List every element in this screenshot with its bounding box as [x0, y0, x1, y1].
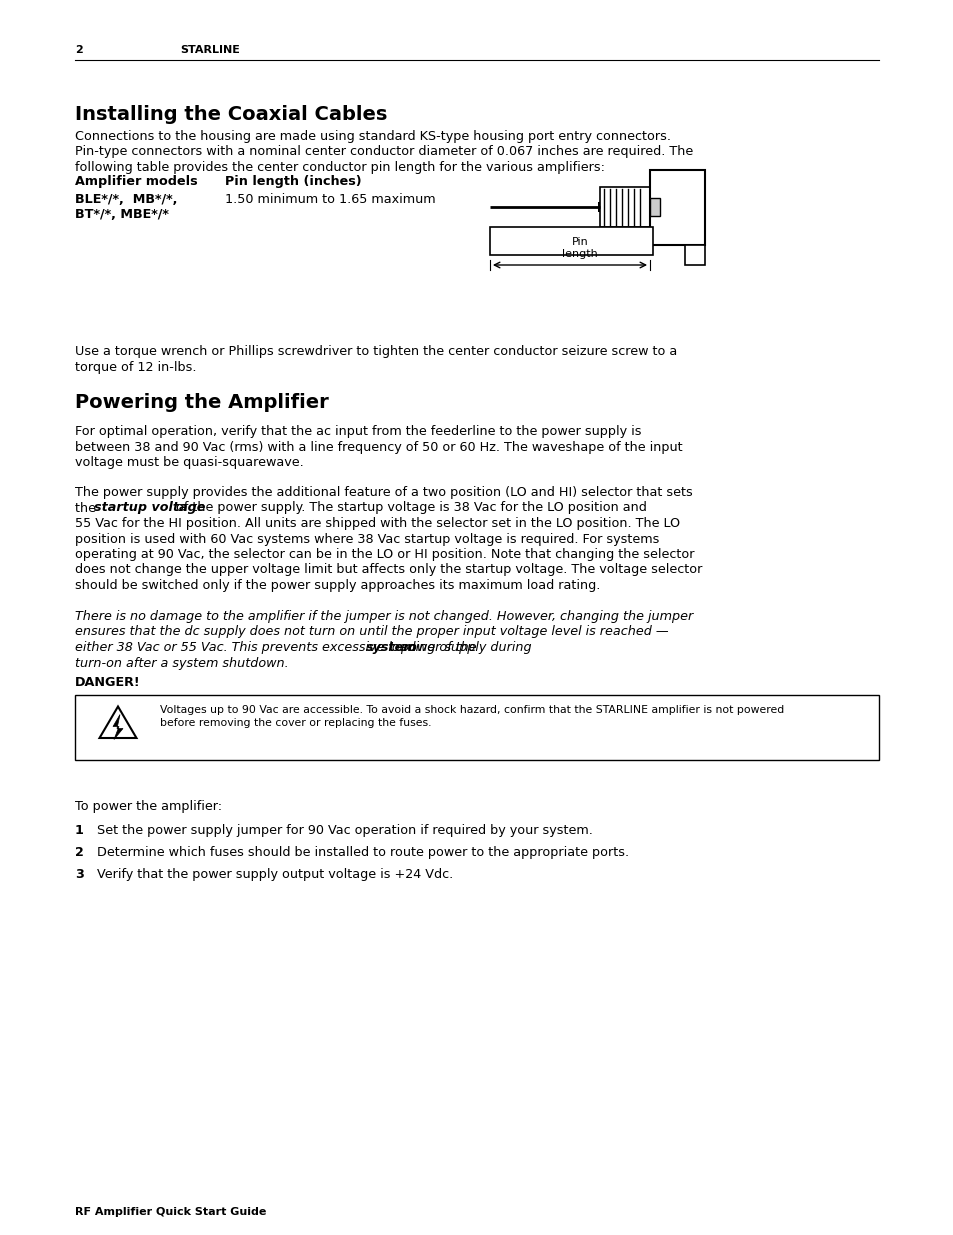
Text: before removing the cover or replacing the fuses.: before removing the cover or replacing t…	[160, 718, 431, 727]
Text: operating at 90 Vac, the selector can be in the LO or HI position. Note that cha: operating at 90 Vac, the selector can be…	[75, 548, 694, 561]
Text: of the power supply. The startup voltage is 38 Vac for the LO position and: of the power supply. The startup voltage…	[172, 501, 646, 515]
Text: does not change the upper voltage limit but affects only the startup voltage. Th: does not change the upper voltage limit …	[75, 563, 701, 577]
Text: STARLINE: STARLINE	[180, 44, 239, 56]
Text: 3: 3	[75, 868, 84, 881]
Bar	[599, 186, 649, 227]
Text: Pin
length: Pin length	[561, 237, 598, 259]
Text: should be switched only if the power supply approaches its maximum load rating.: should be switched only if the power sup…	[75, 579, 599, 592]
Text: 55 Vac for the HI position. All units are shipped with the selector set in the L: 55 Vac for the HI position. All units ar…	[75, 517, 679, 530]
Text: following table provides the center conductor pin length for the various amplifi: following table provides the center cond…	[75, 161, 604, 174]
Text: Installing the Coaxial Cables: Installing the Coaxial Cables	[75, 105, 387, 124]
Text: voltage must be quasi-squarewave.: voltage must be quasi-squarewave.	[75, 456, 303, 469]
Text: For optimal operation, verify that the ac input from the feederline to the power: For optimal operation, verify that the a…	[75, 425, 640, 438]
Bar	[598, 203, 601, 212]
Text: The power supply provides the additional feature of a two position (LO and HI) s: The power supply provides the additional…	[75, 487, 692, 499]
Text: torque of 12 in-lbs.: torque of 12 in-lbs.	[75, 361, 196, 373]
Bar	[649, 198, 659, 216]
Text: BLE*/*,  MB*/*,: BLE*/*, MB*/*,	[75, 193, 182, 206]
Text: Determine which fuses should be installed to route power to the appropriate port: Determine which fuses should be installe…	[97, 846, 628, 860]
Text: power supply during: power supply during	[396, 641, 531, 655]
Bar	[75, 695, 878, 760]
Text: Set the power supply jumper for 90 Vac operation if required by your system.: Set the power supply jumper for 90 Vac o…	[97, 824, 592, 837]
Text: Pin length (inches): Pin length (inches)	[225, 175, 361, 188]
Text: Verify that the power supply output voltage is +24 Vdc.: Verify that the power supply output volt…	[97, 868, 453, 881]
Bar	[649, 198, 659, 216]
Text: startup voltage: startup voltage	[94, 501, 206, 515]
Bar	[684, 245, 704, 264]
Text: the: the	[75, 501, 100, 515]
Text: 1: 1	[75, 824, 84, 837]
Text: BT*/*, MBE*/*: BT*/*, MBE*/*	[75, 209, 169, 221]
Text: DANGER!: DANGER!	[75, 676, 140, 689]
Text: Powering the Amplifier: Powering the Amplifier	[75, 393, 329, 412]
Bar	[649, 169, 704, 245]
Text: system: system	[366, 641, 417, 655]
Polygon shape	[112, 715, 123, 740]
Text: 2: 2	[75, 846, 84, 860]
Text: Pin-type connectors with a nominal center conductor diameter of 0.067 inches are: Pin-type connectors with a nominal cente…	[75, 146, 693, 158]
Text: 2: 2	[75, 44, 83, 56]
Text: turn-on after a system shutdown.: turn-on after a system shutdown.	[75, 657, 289, 669]
Text: 1.50 minimum to 1.65 maximum: 1.50 minimum to 1.65 maximum	[225, 193, 436, 206]
Text: Use a torque wrench or Phillips screwdriver to tighten the center conductor seiz: Use a torque wrench or Phillips screwdri…	[75, 345, 677, 358]
Text: To power the amplifier:: To power the amplifier:	[75, 800, 222, 813]
Text: between 38 and 90 Vac (rms) with a line frequency of 50 or 60 Hz. The waveshape : between 38 and 90 Vac (rms) with a line …	[75, 441, 682, 453]
Text: either 38 Vac or 55 Vac. This prevents excessive loading of the: either 38 Vac or 55 Vac. This prevents e…	[75, 641, 480, 655]
Text: There is no damage to the amplifier if the jumper is not changed. However, chang: There is no damage to the amplifier if t…	[75, 610, 693, 622]
Text: ensures that the dc supply does not turn on until the proper input voltage level: ensures that the dc supply does not turn…	[75, 625, 668, 638]
Text: Voltages up to 90 Vac are accessible. To avoid a shock hazard, confirm that the : Voltages up to 90 Vac are accessible. To…	[160, 705, 783, 715]
Bar	[490, 227, 652, 254]
Text: RF Amplifier Quick Start Guide: RF Amplifier Quick Start Guide	[75, 1207, 266, 1216]
Text: position is used with 60 Vac systems where 38 Vac startup voltage is required. F: position is used with 60 Vac systems whe…	[75, 532, 659, 546]
Text: Connections to the housing are made using standard KS-type housing port entry co: Connections to the housing are made usin…	[75, 130, 670, 143]
Text: Amplifier models: Amplifier models	[75, 175, 197, 188]
